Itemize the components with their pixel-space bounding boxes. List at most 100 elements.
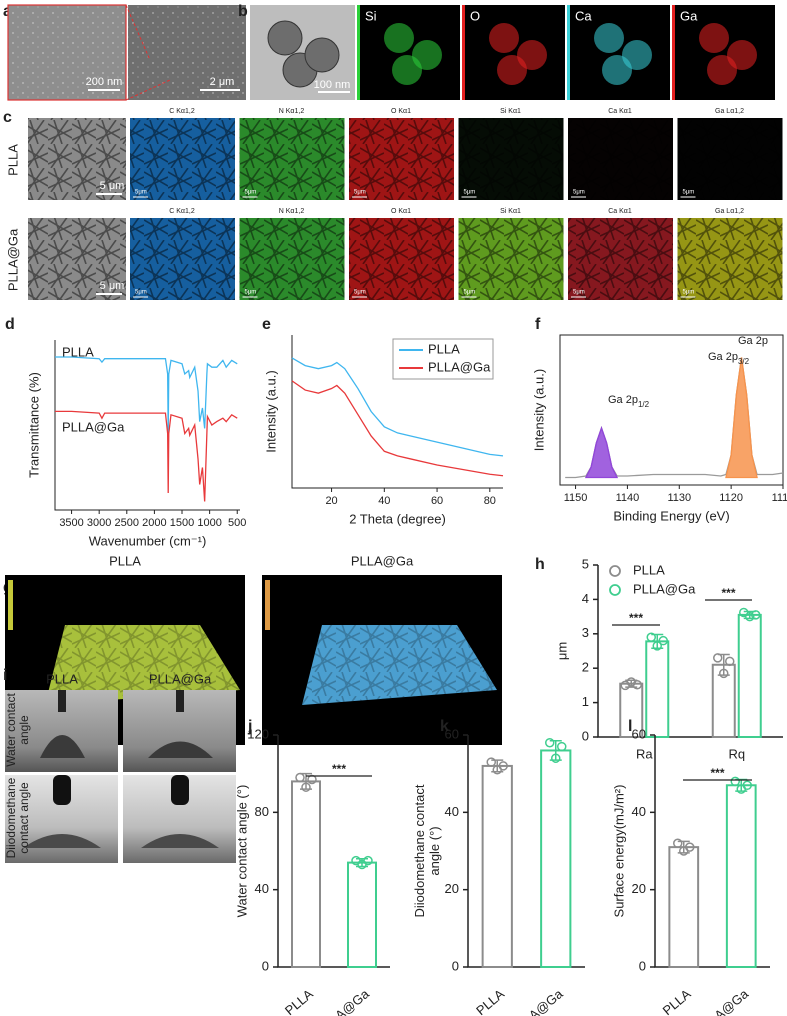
- y-tick-label: 40: [632, 804, 646, 819]
- data-point: [486, 757, 496, 767]
- data-point: [363, 855, 373, 866]
- y-tick-label: 0: [262, 958, 269, 973]
- annotation-text: Ga 2p: [608, 394, 638, 406]
- bar: [540, 749, 572, 969]
- x-tick-label: PLLA@Ga: [314, 986, 372, 1016]
- annotation-sub: 1/2: [638, 400, 650, 409]
- eds-map: [677, 218, 783, 300]
- map-label: N Kα1,2: [279, 108, 305, 115]
- eds-map: [349, 118, 454, 200]
- map-label: Ca Kα1: [608, 108, 632, 115]
- significance: ***: [721, 586, 735, 600]
- map-label: Ga Lα1,2: [715, 208, 744, 215]
- eds-particle: [622, 40, 652, 70]
- significance: ***: [710, 766, 724, 780]
- label: 5μm: [245, 190, 257, 196]
- y-tick-label: 20: [445, 881, 459, 896]
- y-axis-label: Intensity (a.u.): [263, 370, 278, 452]
- label: 5μm: [683, 290, 695, 296]
- data-point: [632, 679, 642, 690]
- row-label: Water contact: [4, 693, 18, 767]
- map-label: C Kα1,2: [169, 208, 195, 215]
- significance: ***: [332, 762, 346, 776]
- y-tick-label: 2: [582, 660, 589, 675]
- y-tick-label: 3: [582, 625, 589, 640]
- data-point: [719, 668, 729, 679]
- eds-map: [130, 118, 235, 200]
- sem-image: [128, 5, 246, 100]
- annotation-text: Ga 2p: [708, 351, 738, 363]
- legend: [392, 338, 494, 380]
- needle: [53, 775, 71, 805]
- particle: [267, 20, 303, 56]
- column-label: PLLA@Ga: [149, 671, 212, 686]
- y-tick-label: 40: [255, 881, 269, 896]
- colorbar: [8, 580, 13, 630]
- line: [291, 380, 504, 477]
- bar: [645, 640, 670, 738]
- label: 100 nm: [314, 79, 351, 91]
- y-axis-label: Water contact angle (°): [234, 785, 249, 918]
- data-point: [545, 737, 555, 748]
- annotation: Ga 2p3/2: [708, 351, 750, 366]
- needle: [171, 775, 189, 805]
- data-point: [646, 632, 656, 642]
- eds-map: [568, 118, 673, 200]
- map-label: O Kα1: [391, 208, 411, 215]
- drop: [148, 741, 213, 758]
- y-tick-label: 60: [632, 726, 646, 741]
- y-axis-label: Diiodomethane contact: [412, 784, 427, 917]
- x-tick-label: 60: [431, 495, 443, 507]
- needle: [176, 690, 184, 712]
- label: 5μm: [464, 190, 476, 196]
- data-point: [498, 761, 508, 771]
- panel-label: e: [262, 316, 271, 333]
- x-tick-label: 1140: [616, 492, 640, 504]
- eds-particle: [412, 40, 442, 70]
- legend-label: PLLA: [428, 341, 460, 356]
- data-point: [295, 772, 305, 783]
- label: 5μm: [573, 290, 585, 296]
- axis: [54, 340, 240, 511]
- label: 2 μm: [210, 76, 235, 88]
- y-tick-label: 5: [582, 556, 589, 571]
- y-axis-label: Surface energy(mJ/m²): [611, 785, 626, 918]
- label: Ga: [680, 8, 698, 23]
- data-point: [673, 838, 683, 849]
- y-tick-label: 4: [582, 591, 589, 606]
- eds-particle: [489, 23, 519, 53]
- eds-map: [458, 118, 564, 200]
- panel-label: i: [3, 667, 7, 684]
- eds-bar: [672, 5, 675, 100]
- panel-label: d: [5, 316, 15, 333]
- y-tick-label: 120: [247, 726, 269, 741]
- x-axis-label: Binding Energy (eV): [613, 508, 729, 523]
- y-axis-label: Intensity (a.u.): [531, 369, 546, 451]
- label: Si: [365, 8, 377, 23]
- line: [55, 356, 238, 434]
- x-tick-label: 3000: [87, 517, 111, 529]
- eds-particle: [594, 23, 624, 53]
- x-tick-label: 2000: [142, 517, 166, 529]
- x-tick-label: PLLA@Ga: [508, 986, 566, 1016]
- eds-map: [677, 118, 783, 200]
- significance: ***: [629, 611, 643, 625]
- x-tick-label: 3500: [59, 517, 83, 529]
- drop: [23, 834, 101, 848]
- x-tick-label: 1000: [197, 517, 221, 529]
- row-label: PLLA@Ga: [5, 228, 20, 291]
- x-tick-label: 1130: [667, 492, 691, 504]
- map-label: O Kα1: [391, 108, 411, 115]
- label: 5μm: [135, 290, 147, 296]
- y-tick-label: 80: [255, 804, 269, 819]
- series-label: PLLA@Ga: [62, 419, 125, 434]
- eds-map: [239, 218, 345, 300]
- annotation: Ga 2p: [738, 335, 768, 347]
- zoom-lines: [125, 4, 171, 101]
- eds-bar: [357, 5, 360, 100]
- eds-map: [130, 218, 235, 300]
- bar: [347, 861, 377, 968]
- legend-label: PLLA: [633, 562, 665, 577]
- legend-marker: [609, 565, 621, 577]
- x-tick-label: PLLA@Ga: [694, 986, 752, 1016]
